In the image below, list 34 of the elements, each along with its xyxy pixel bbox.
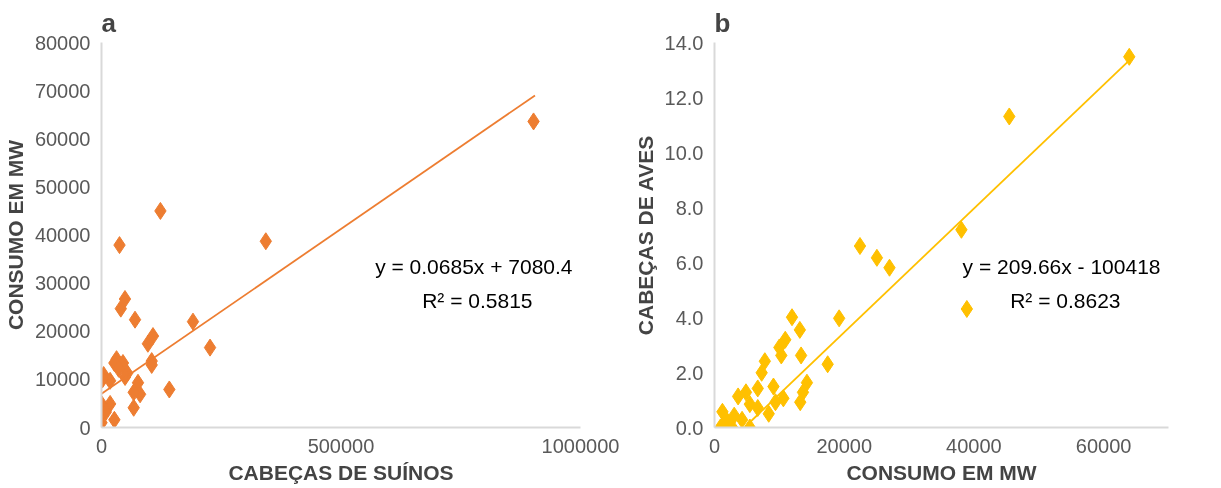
- y-tick-label: 12.0: [664, 86, 704, 109]
- y-tick-label: 70000: [34, 79, 91, 102]
- x-tick-label: 60000: [1075, 434, 1132, 457]
- y-tick-label: 8.0: [675, 196, 704, 219]
- chart-title: b: [714, 7, 731, 38]
- y-tick-label: 4.0: [675, 306, 704, 329]
- y-tick-label: 0.0: [675, 416, 704, 439]
- y-tick-label: 10000: [34, 368, 91, 391]
- x-tick-label: 0: [95, 434, 108, 457]
- annotation: R² = 0.8623: [1010, 288, 1121, 312]
- y-tick-label: 30000: [34, 272, 91, 295]
- y-tick-label: 40000: [34, 224, 91, 246]
- annotation: y = 209.66x - 100418: [962, 254, 1161, 278]
- y-tick-label: 20000: [34, 320, 91, 343]
- x-axis-title: CONSUMO EM MW: [846, 460, 1037, 484]
- x-tick-label: 20000: [816, 434, 873, 457]
- y-tick-label: 50000: [34, 175, 91, 198]
- y-axis-title: CONSUMO EM MW: [3, 139, 27, 331]
- chart-title: a: [101, 7, 117, 38]
- x-tick-label: 1000000: [541, 434, 620, 457]
- y-tick-label: 6.0: [675, 251, 704, 274]
- annotation: y = 0.0685x + 7080.4: [375, 254, 573, 278]
- y-tick-label: 10.0: [664, 141, 704, 164]
- x-tick-label: 0: [708, 434, 721, 457]
- y-tick-label: 0: [79, 416, 91, 439]
- x-tick-label: 500000: [307, 434, 375, 457]
- x-tick-label: 40000: [946, 434, 1002, 457]
- y-tick-label: 80000: [34, 31, 91, 54]
- x-axis-title: CABEÇAS DE SUÍNOS: [228, 460, 454, 484]
- y-tick-label: 2.0: [675, 361, 704, 384]
- annotation: R² = 0.5815: [422, 288, 533, 312]
- y-tick-label: 14.0: [664, 31, 704, 54]
- y-axis-title: CABEÇAS DE AVES: [633, 135, 657, 336]
- y-tick-label: 60000: [34, 127, 91, 150]
